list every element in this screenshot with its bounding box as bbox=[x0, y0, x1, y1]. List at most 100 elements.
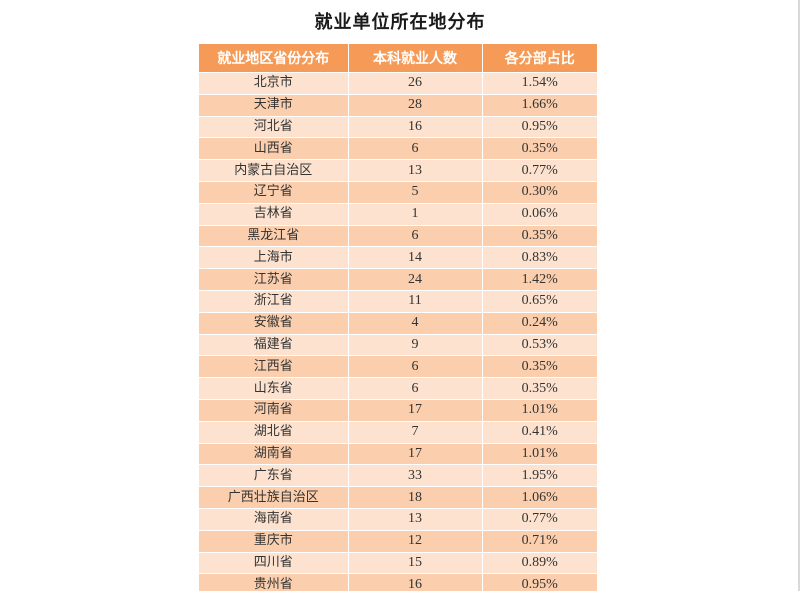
cell-region: 湖南省 bbox=[199, 443, 349, 466]
cell-region: 上海市 bbox=[199, 246, 349, 270]
table-row: 江苏省 24 1.42% bbox=[199, 268, 597, 291]
cell-count: 5 bbox=[348, 181, 483, 204]
window-edge bbox=[798, 0, 800, 591]
table-row: 湖南省 17 1.01% bbox=[199, 443, 597, 466]
cell-region: 山西省 bbox=[199, 137, 349, 161]
cell-share: 1.06% bbox=[482, 486, 597, 509]
cell-share: 0.35% bbox=[482, 377, 597, 400]
employment-distribution-table: 就业地区省份分布 本科就业人数 各分部占比 北京市 26 1.54% 天津市 28 1.6… bbox=[199, 44, 597, 591]
cell-share: 0.53% bbox=[482, 334, 597, 357]
cell-count: 17 bbox=[348, 399, 483, 422]
cell-region: 内蒙古自治区 bbox=[199, 159, 349, 182]
cell-count: 14 bbox=[348, 246, 483, 270]
table-row: 上海市 14 0.83% bbox=[199, 246, 597, 270]
table-row: 北京市 26 1.54% bbox=[199, 72, 597, 95]
cell-share: 0.41% bbox=[482, 421, 597, 444]
cell-share: 0.06% bbox=[482, 203, 597, 226]
cell-share: 1.01% bbox=[482, 399, 597, 422]
table-row: 江西省 6 0.35% bbox=[199, 355, 597, 379]
cell-share: 1.42% bbox=[482, 268, 597, 291]
table-row: 浙江省 11 0.65% bbox=[199, 290, 597, 313]
table-row: 天津市 28 1.66% bbox=[199, 94, 597, 117]
cell-region: 辽宁省 bbox=[199, 181, 349, 204]
cell-region: 广东省 bbox=[199, 464, 349, 488]
cell-region: 广西壮族自治区 bbox=[199, 486, 349, 509]
table-row: 河北省 16 0.95% bbox=[199, 116, 597, 139]
cell-count: 9 bbox=[348, 334, 483, 357]
table-row: 湖北省 7 0.41% bbox=[199, 421, 597, 444]
cell-share: 0.24% bbox=[482, 312, 597, 335]
cell-share: 1.95% bbox=[482, 464, 597, 488]
cell-share: 0.35% bbox=[482, 355, 597, 379]
cell-region: 浙江省 bbox=[199, 290, 349, 313]
table-row: 福建省 9 0.53% bbox=[199, 334, 597, 357]
header-region: 就业地区省份分布 bbox=[199, 44, 349, 73]
cell-count: 17 bbox=[348, 443, 483, 466]
cell-share: 0.30% bbox=[482, 181, 597, 204]
table-row: 重庆市 12 0.71% bbox=[199, 530, 597, 553]
table-row: 山东省 6 0.35% bbox=[199, 377, 597, 400]
table-row: 吉林省 1 0.06% bbox=[199, 203, 597, 226]
cell-count: 6 bbox=[348, 377, 483, 400]
table-row: 黑龙江省 6 0.35% bbox=[199, 225, 597, 248]
cell-count: 6 bbox=[348, 137, 483, 161]
cell-region: 海南省 bbox=[199, 508, 349, 531]
table-header: 就业地区省份分布 本科就业人数 各分部占比 bbox=[199, 44, 597, 73]
cell-share: 0.89% bbox=[482, 552, 597, 575]
cell-share: 1.54% bbox=[482, 72, 597, 95]
cell-count: 13 bbox=[348, 159, 483, 182]
cell-count: 7 bbox=[348, 421, 483, 444]
cell-share: 0.83% bbox=[482, 246, 597, 270]
cell-count: 6 bbox=[348, 355, 483, 379]
cell-count: 13 bbox=[348, 508, 483, 531]
cell-region: 北京市 bbox=[199, 72, 349, 95]
cell-region: 贵州省 bbox=[199, 573, 349, 591]
header-share: 各分部占比 bbox=[482, 44, 597, 73]
cell-region: 安徽省 bbox=[199, 312, 349, 335]
table-row: 贵州省 16 0.95% bbox=[199, 573, 597, 591]
cell-count: 18 bbox=[348, 486, 483, 509]
table-row: 广西壮族自治区 18 1.06% bbox=[199, 486, 597, 509]
cell-region: 吉林省 bbox=[199, 203, 349, 226]
cell-count: 6 bbox=[348, 225, 483, 248]
cell-region: 黑龙江省 bbox=[199, 225, 349, 248]
cell-region: 福建省 bbox=[199, 334, 349, 357]
cell-share: 0.65% bbox=[482, 290, 597, 313]
cell-count: 12 bbox=[348, 530, 483, 553]
cell-count: 11 bbox=[348, 290, 483, 313]
cell-region: 河南省 bbox=[199, 399, 349, 422]
cell-count: 28 bbox=[348, 94, 483, 117]
table-row: 河南省 17 1.01% bbox=[199, 399, 597, 422]
cell-count: 24 bbox=[348, 268, 483, 291]
cell-share: 0.77% bbox=[482, 508, 597, 531]
table-body: 北京市 26 1.54% 天津市 28 1.66% 河北省 16 0.95% 山西省 6 0.35% 内… bbox=[199, 72, 597, 591]
table-row: 辽宁省 5 0.30% bbox=[199, 181, 597, 204]
table-row: 海南省 13 0.77% bbox=[199, 508, 597, 531]
cell-share: 0.95% bbox=[482, 116, 597, 139]
cell-region: 河北省 bbox=[199, 116, 349, 139]
cell-count: 16 bbox=[348, 573, 483, 591]
cell-share: 0.77% bbox=[482, 159, 597, 182]
cell-count: 33 bbox=[348, 464, 483, 488]
cell-region: 山东省 bbox=[199, 377, 349, 400]
cell-count: 4 bbox=[348, 312, 483, 335]
page-title: 就业单位所在地分布 bbox=[314, 12, 486, 33]
table-row: 内蒙古自治区 13 0.77% bbox=[199, 159, 597, 182]
cell-region: 江苏省 bbox=[199, 268, 349, 291]
cell-share: 0.35% bbox=[482, 225, 597, 248]
cell-share: 1.01% bbox=[482, 443, 597, 466]
cell-share: 1.66% bbox=[482, 94, 597, 117]
table-row: 山西省 6 0.35% bbox=[199, 137, 597, 161]
cell-share: 0.35% bbox=[482, 137, 597, 161]
cell-region: 天津市 bbox=[199, 94, 349, 117]
table-row: 四川省 15 0.89% bbox=[199, 552, 597, 575]
cell-share: 0.71% bbox=[482, 530, 597, 553]
cell-count: 15 bbox=[348, 552, 483, 575]
header-count: 本科就业人数 bbox=[348, 44, 483, 73]
cell-region: 湖北省 bbox=[199, 421, 349, 444]
cell-count: 26 bbox=[348, 72, 483, 95]
table-row: 安徽省 4 0.24% bbox=[199, 312, 597, 335]
cell-count: 16 bbox=[348, 116, 483, 139]
header-row: 就业地区省份分布 本科就业人数 各分部占比 bbox=[199, 44, 597, 73]
